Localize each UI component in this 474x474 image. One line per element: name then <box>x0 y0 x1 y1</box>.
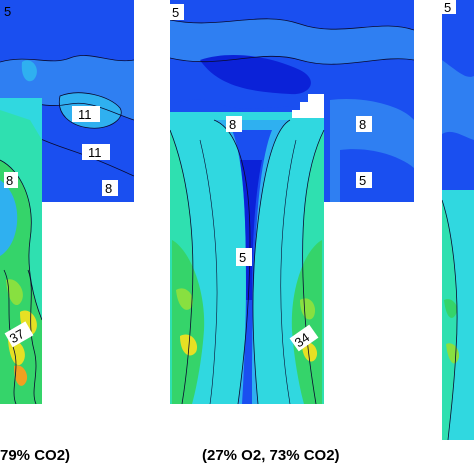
left-shaft-hot-4 <box>14 365 28 386</box>
mid-contour-7 <box>199 139 218 404</box>
mid-top-band-1 <box>170 18 414 65</box>
left-label-8a: 8 <box>4 172 18 188</box>
mid-label-5-top-bg <box>170 4 184 20</box>
mid-label-8-right-bg <box>356 116 372 132</box>
left-shaft-hot-1 <box>6 279 23 306</box>
left-label-8a-text: 8 <box>6 173 13 188</box>
left-panel: 5 11 11 8 8 37 <box>0 0 134 404</box>
left-label-5: 5 <box>4 4 11 19</box>
right-label-5-text: 5 <box>444 0 451 15</box>
left-label-37: 37 <box>4 321 34 348</box>
left-label-11b: 11 <box>82 144 110 160</box>
left-shaft-contour-2 <box>3 269 17 404</box>
mid-gap <box>324 202 414 404</box>
mid-label-5-jet-bg <box>236 248 252 266</box>
mid-contour-3 <box>213 119 251 404</box>
right-contour-1 <box>442 199 458 440</box>
mid-contour-1 <box>170 55 414 65</box>
mid-notch <box>284 94 324 118</box>
right-shaft-band <box>442 200 458 440</box>
left-top-swirl <box>21 60 37 82</box>
right-hot-1 <box>444 299 458 318</box>
left-label-8a-bg <box>4 172 18 188</box>
left-panel-caption: 79% CO2) <box>0 447 71 464</box>
left-panel-shaft <box>0 98 42 404</box>
mid-contour-5 <box>170 129 194 404</box>
mid-label-8-right-text: 8 <box>359 117 366 132</box>
left-gap <box>42 202 134 242</box>
mid-label-8-jet-text: 8 <box>229 117 236 132</box>
right-panel: 5 <box>442 0 474 440</box>
mid-label-5-top: 5 <box>170 4 184 20</box>
left-top-band-1 <box>0 0 134 62</box>
mid-hot-4 <box>302 342 318 362</box>
mid-shaft-right-green <box>291 240 322 404</box>
left-shaft-core <box>0 180 18 256</box>
mid-shaft-jet-core <box>240 160 262 300</box>
mid-contour-2 <box>170 18 414 31</box>
mid-label-5-right-text: 5 <box>359 173 366 188</box>
left-label-8b-text: 8 <box>105 181 112 196</box>
left-label-11a-bg <box>72 106 100 122</box>
left-label-8b: 8 <box>102 180 118 196</box>
mid-label-8-jet-bg <box>226 116 242 132</box>
mid-contour-6 <box>302 129 325 404</box>
mid-right-band-2 <box>340 149 414 202</box>
middle-panel-caption: (27% O2, 73% CO2) <box>202 447 340 464</box>
mid-label-5-jet: 5 <box>236 248 252 266</box>
mid-contour-4 <box>252 119 291 404</box>
left-contour-3 <box>58 92 122 129</box>
right-label-5-bg <box>442 0 456 14</box>
left-label-11b-text: 11 <box>88 145 102 160</box>
mid-label-5-right: 5 <box>356 172 372 188</box>
left-label-37-text: 37 <box>7 326 27 346</box>
mid-hot-1 <box>176 288 193 310</box>
left-label-8b-bg <box>102 180 118 196</box>
middle-panel: 5 8 8 5 5 34 <box>170 0 414 404</box>
mid-label-5-top-text: 5 <box>172 5 179 20</box>
left-label-5-text: 5 <box>4 4 11 19</box>
mid-label-34-bg <box>289 324 319 352</box>
mid-label-8-jet: 8 <box>226 116 242 132</box>
mid-hot-2 <box>180 334 198 356</box>
right-band-1 <box>442 60 474 140</box>
mid-label-5-right-bg <box>356 172 372 188</box>
mid-label-5-jet-text: 5 <box>239 250 246 265</box>
left-label-11a: 11 <box>72 106 100 122</box>
mid-top-deep <box>200 55 311 95</box>
left-label-11b-bg <box>82 144 110 160</box>
left-contour-1 <box>0 55 134 63</box>
left-label-37-bg <box>4 321 34 348</box>
left-shaft-contour-3 <box>27 269 37 404</box>
mid-hot-3 <box>300 298 316 320</box>
left-label-11a-text: 11 <box>78 107 92 122</box>
mid-label-8-right: 8 <box>356 116 372 132</box>
right-label-5: 5 <box>442 0 456 15</box>
mid-contour-8 <box>280 139 297 404</box>
mid-label-34-text: 34 <box>292 330 312 351</box>
mid-shaft-left-green <box>172 240 205 404</box>
mid-label-34: 34 <box>289 324 319 352</box>
right-panel-field <box>442 0 474 440</box>
